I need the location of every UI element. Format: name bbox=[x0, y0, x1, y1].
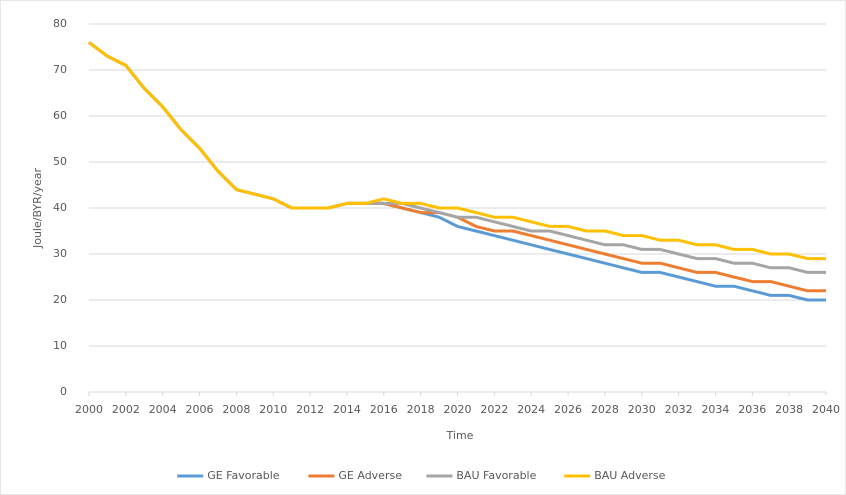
x-tick-label: 2034 bbox=[701, 403, 729, 416]
x-tick-label: 2002 bbox=[112, 403, 140, 416]
y-tick-label: 10 bbox=[53, 339, 67, 352]
x-tick-label: 2020 bbox=[444, 403, 472, 416]
y-tick-label: 70 bbox=[53, 63, 67, 76]
x-tick-label: 2016 bbox=[370, 403, 398, 416]
x-tick-label: 2024 bbox=[517, 403, 545, 416]
y-tick-label: 30 bbox=[53, 247, 67, 260]
x-axis-title: Time bbox=[446, 429, 474, 442]
x-tick-label: 2004 bbox=[149, 403, 177, 416]
x-tick-label: 2038 bbox=[775, 403, 803, 416]
x-tick-label: 2032 bbox=[665, 403, 693, 416]
x-tick-label: 2008 bbox=[222, 403, 250, 416]
y-tick-label: 40 bbox=[53, 201, 67, 214]
y-tick-label: 50 bbox=[53, 155, 67, 168]
legend-label: GE Favorable bbox=[207, 469, 280, 482]
legend-label: GE Adverse bbox=[338, 469, 402, 482]
x-tick-label: 2010 bbox=[259, 403, 287, 416]
legend-label: BAU Adverse bbox=[594, 469, 665, 482]
x-tick-label: 2000 bbox=[75, 403, 103, 416]
x-tick-label: 2028 bbox=[591, 403, 619, 416]
x-tick-label: 2040 bbox=[812, 403, 840, 416]
legend-label: BAU Favorable bbox=[456, 469, 536, 482]
y-tick-label: 0 bbox=[60, 385, 67, 398]
x-tick-label: 2026 bbox=[554, 403, 582, 416]
y-tick-label: 60 bbox=[53, 109, 67, 122]
x-tick-label: 2014 bbox=[333, 403, 361, 416]
x-tick-label: 2012 bbox=[296, 403, 324, 416]
y-axis-title: Joule/BYR/year bbox=[31, 168, 44, 250]
x-tick-label: 2022 bbox=[480, 403, 508, 416]
y-tick-label: 20 bbox=[53, 293, 67, 306]
x-tick-label: 2006 bbox=[186, 403, 214, 416]
x-tick-label: 2018 bbox=[407, 403, 435, 416]
series-line bbox=[88, 41, 826, 261]
y-tick-label: 80 bbox=[53, 17, 67, 30]
x-tick-label: 2036 bbox=[738, 403, 766, 416]
x-tick-label: 2030 bbox=[628, 403, 656, 416]
